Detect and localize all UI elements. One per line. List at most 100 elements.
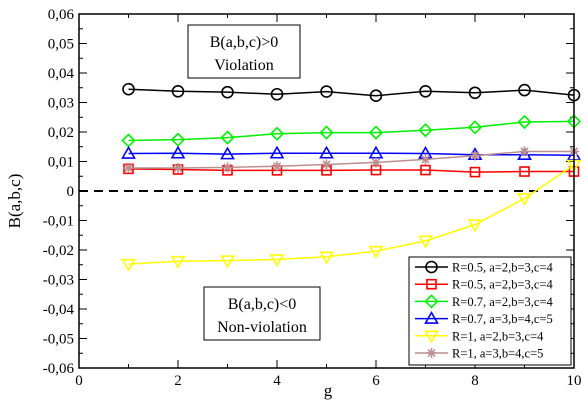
annotation-non-violation-box	[203, 286, 321, 341]
series-1-point	[171, 84, 185, 98]
series-1-point	[221, 85, 234, 99]
legend-marker-stroke	[427, 348, 436, 358]
annotation-non-violation: B(a,b,c)<0 Non-violation	[203, 286, 321, 341]
series-5-point	[368, 245, 384, 259]
series-6-point	[470, 150, 480, 161]
series-6-point	[123, 162, 134, 173]
legend-label: R=0.7, a=2,b=3,c=4	[452, 295, 554, 309]
series-1	[122, 82, 581, 103]
series-1-point	[419, 84, 432, 98]
series-4-line	[128, 152, 575, 157]
legend-item: R=0.7, a=2,b=3,c=4	[415, 294, 554, 309]
series-5-point	[517, 193, 532, 206]
y-tick-label: 0,06	[48, 7, 75, 23]
series-6-point-stroke	[322, 160, 331, 169]
series-3-point	[319, 125, 334, 140]
x-tick-label: 6	[372, 373, 380, 389]
series-6-point	[222, 162, 233, 173]
series-6-point	[519, 146, 530, 157]
legend-label: R=0.7, a=3,b=4,c=5	[452, 312, 553, 326]
y-tick-label: 0,05	[48, 37, 74, 53]
legend-item: R=0.5, a=2,b=3,c=4	[415, 278, 554, 292]
series-2-line	[128, 168, 574, 173]
series-5-point	[467, 219, 483, 233]
series-4-point	[121, 145, 136, 159]
series-5-point	[170, 255, 186, 269]
series-4	[121, 145, 582, 161]
y-tick-label: 0,04	[48, 66, 75, 82]
y-tick-label: 0,02	[48, 125, 74, 141]
y-tick-label: 0,03	[48, 96, 74, 112]
y-tick-label: 0	[67, 184, 75, 200]
series-1-point	[518, 83, 531, 97]
series-4-point	[220, 146, 235, 160]
series-1-point	[369, 89, 383, 103]
series-6-point-stroke	[470, 151, 480, 160]
y-tick-label: 0,01	[48, 155, 74, 171]
series-3-point	[368, 125, 384, 140]
x-tick-label: 2	[174, 373, 182, 389]
legend-marker	[426, 278, 437, 290]
series-2	[123, 163, 580, 178]
series-6-line	[128, 150, 574, 169]
legend-item: R=1, a=3,b=4,c=5	[415, 347, 543, 361]
series-5	[121, 159, 582, 272]
series-3-line	[128, 120, 575, 142]
series-6-point	[272, 161, 282, 172]
series-3-point	[220, 130, 235, 145]
legend-item: R=0.7, a=3,b=4,c=5	[415, 310, 553, 326]
series-1-point	[468, 86, 482, 100]
series-5-point	[220, 255, 235, 269]
legend-label: R=0.5, a=2,b=3,c=4	[452, 278, 554, 292]
series-2-point	[420, 164, 431, 176]
series-4-point	[170, 145, 186, 159]
y-tick-label: -0,01	[43, 214, 74, 230]
legend-items: R=0.5, a=2,b=3,c=4 R=0.5, a=2,b=3,c=4 R=0.…	[415, 261, 554, 361]
series-6	[123, 146, 579, 173]
series-1-point	[270, 87, 284, 101]
x-tick-label: 4	[273, 373, 281, 389]
series-1-point	[122, 82, 135, 96]
series-6-point	[173, 162, 183, 173]
series-3-point	[467, 120, 483, 135]
y-tick-label: -0,06	[43, 361, 75, 377]
series-6-point	[321, 159, 332, 170]
x-axis-label: g	[324, 381, 333, 400]
annotation-violation: B(a,b,c)>0 Violation	[187, 24, 301, 79]
series-6-point	[371, 157, 381, 168]
plot-frame	[78, 13, 575, 369]
series-3-point	[517, 114, 532, 130]
series-5-line	[128, 164, 575, 265]
legend-item: R=1, a=2,b=3,c=4	[415, 329, 544, 344]
series-6-point	[420, 154, 431, 165]
legend-label: R=0.5, a=2,b=3,c=4	[452, 261, 554, 275]
series-5-point	[319, 251, 334, 265]
series-3-point	[269, 126, 285, 141]
y-tick-label: -0,05	[43, 332, 74, 348]
annotation-non-violation-line2: Non-violation	[217, 319, 307, 336]
x-tick-label: 10	[567, 373, 582, 389]
legend-marker	[426, 348, 437, 358]
series-4-point	[269, 145, 285, 159]
series-2-point	[519, 166, 530, 177]
series-6-point-stroke	[272, 162, 282, 171]
annotation-non-violation-line1: B(a,b,c)<0	[228, 296, 297, 313]
series-3-point	[418, 123, 433, 138]
legend-label: R=1, a=3,b=4,c=5	[452, 347, 543, 361]
data-series	[121, 82, 582, 272]
y-tick-label: -0,02	[43, 243, 74, 259]
axis-ticks: 0 2 4 6 8 10 -0,06 -0,05 -0,04 -0,03 -0,02 -0,01 0 0,…	[43, 7, 582, 389]
annotation-violation-line2: Violation	[214, 57, 273, 74]
series-6-point-stroke	[421, 155, 430, 164]
series-6-point-stroke	[173, 163, 183, 173]
legend-marker	[424, 310, 439, 324]
series-6-point-stroke	[223, 163, 232, 172]
series-3	[121, 114, 582, 148]
series-2-point	[469, 166, 481, 178]
series-6-point-stroke	[124, 163, 133, 173]
annotation-violation-box	[187, 24, 301, 79]
legend-marker	[425, 260, 438, 274]
legend-marker	[424, 330, 439, 344]
series-4-point	[319, 145, 334, 159]
